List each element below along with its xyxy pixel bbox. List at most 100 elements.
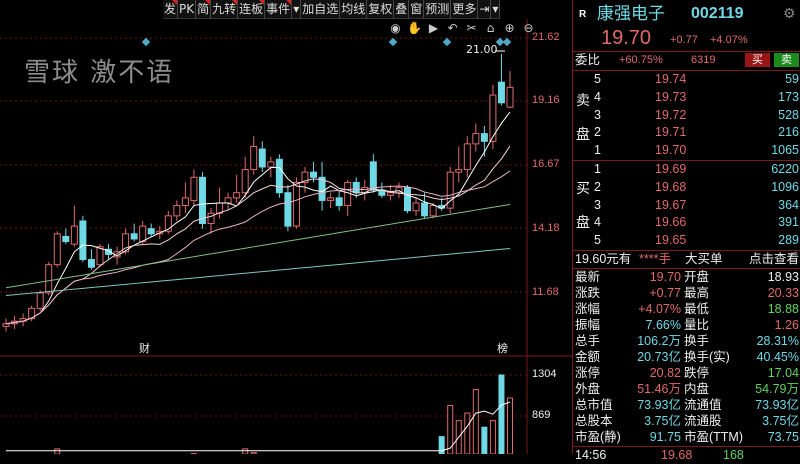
lock-icon[interactable]: ⌂ [483,21,498,36]
candle-body [498,82,504,103]
price-axis-label: 21.62 [532,31,560,44]
toolbar-item[interactable]: 窗 [409,0,424,19]
event-marker-dragon-tiger[interactable]: 榜 [497,342,508,355]
buy-button[interactable]: 买 [745,53,770,67]
volume-bar [465,413,470,454]
candle-body [191,177,197,200]
candle-body [328,198,334,201]
stat-value: 91.75 [650,430,681,444]
big-order-view-link[interactable]: 点击查看 [749,252,799,266]
candle-body [456,170,462,173]
candle-body [174,206,180,216]
hand-icon[interactable]: ✋ [407,21,422,36]
toolbar-item[interactable]: ⇥ [478,0,491,19]
scissors-icon[interactable]: ✂ [464,21,479,36]
last-price: 19.70 [601,27,651,50]
toolbar-item[interactable]: 复权 [367,0,394,19]
candle-body [293,182,299,226]
gear-icon[interactable]: ⚙ [783,4,796,22]
stat-label: 市盈(TTM) [684,430,743,444]
sell-button[interactable]: 卖 [774,53,799,67]
event-marker-finance[interactable]: 财 [139,342,150,355]
stat-label: 总市值 [575,398,613,412]
kline-chart[interactable] [0,0,572,454]
stat-label: 总手 [575,334,600,348]
candle-body [259,149,265,167]
candle-body [242,170,248,193]
buy-side-label: 盘 [576,214,590,230]
volume-bar [243,449,248,454]
stat-value: 20.33 [768,286,799,300]
candle-body [140,226,146,241]
stat-label: 市盈(静) [575,430,621,444]
r-flag: R [579,8,586,22]
order-price: 19.68 [655,180,686,194]
stock-code: 002119 [691,4,744,24]
stat-label: 跌停 [684,366,709,380]
toolbar-item[interactable]: 九转 [211,0,238,19]
sell-side-label: 盘 [576,126,590,142]
candle-body [430,206,436,216]
price-change: +0.77 [670,33,698,47]
big-order-qty: ****手 [639,252,671,266]
candle-body [63,236,69,241]
toolbar-item[interactable]: 发 [163,0,178,19]
order-price: 19.66 [655,215,686,229]
zoom-in-icon[interactable]: ⊕ [502,21,517,36]
stat-label: 换手 [684,334,709,348]
level: 1 [594,162,601,176]
undo-icon[interactable]: ↶ [445,21,460,36]
candle-body [481,134,487,142]
candle-body [131,234,137,239]
toolbar-item[interactable]: 简 [196,0,211,19]
stat-label: 最高 [684,286,709,300]
toolbar-item[interactable]: 预测 [424,0,451,19]
big-order-price: 19.60元有 [575,252,631,266]
play-icon[interactable]: ▶ [426,21,441,36]
order-price: 19.72 [655,108,686,122]
candle-body [37,293,43,308]
eye-icon[interactable]: ◉ [388,21,403,36]
toolbar-item[interactable]: ▾ [292,0,301,19]
big-order-row[interactable]: 19.60元有 ****手 大买单 点击查看 [573,251,800,268]
level: 4 [594,90,601,104]
stat-label: 最新 [575,270,600,284]
toolbar-item[interactable]: 加自选 [301,0,340,19]
order-price: 19.74 [655,72,686,86]
toolbar-item[interactable]: 均线 [340,0,367,19]
candle-body [80,221,86,260]
price-axis-label: 16.67 [532,158,560,171]
volume-bar [55,449,60,454]
toolbar-item[interactable]: PK [178,0,196,19]
weibi-label: 委比 [575,53,600,67]
toolbar-item[interactable]: 叠 [394,0,409,19]
toolbar-item[interactable]: 更多 [451,0,478,19]
candle-body [413,203,419,211]
level: 4 [594,215,601,229]
toolbar-item[interactable]: ▾ [491,0,500,19]
toolbar-item[interactable]: 连板 [238,0,265,19]
stat-value: 54.79万 [755,382,799,396]
weicha-value: 6319 [691,53,715,67]
toolbar-item[interactable]: 事件 [265,0,292,19]
stat-label: 量比 [684,318,709,332]
stat-label: 金额 [575,350,600,364]
stat-label: 振幅 [575,318,600,332]
